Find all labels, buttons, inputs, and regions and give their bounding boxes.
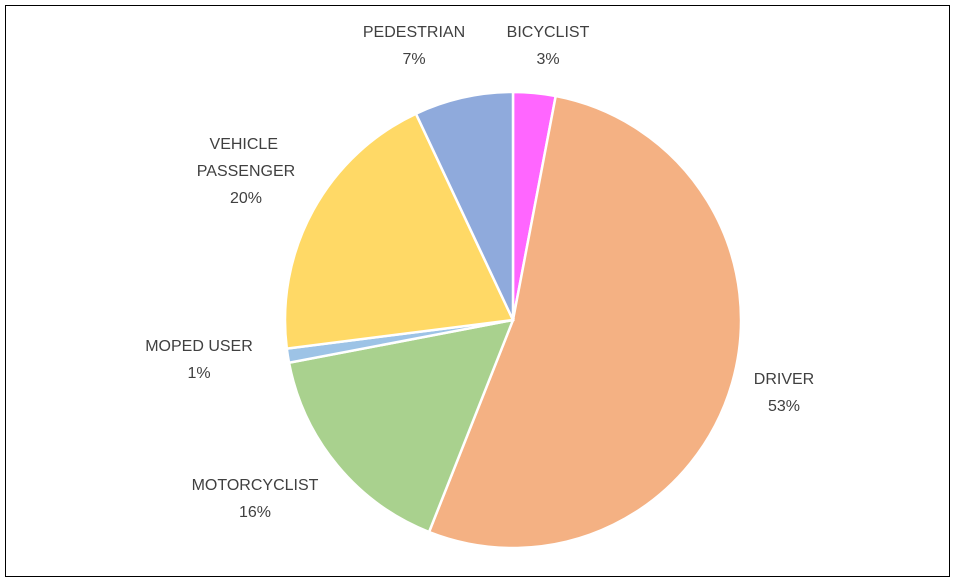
category-label: DRIVER bbox=[754, 371, 814, 388]
value-label: 1% bbox=[187, 365, 210, 382]
pie-slice bbox=[283, 112, 515, 350]
value-label: 53% bbox=[768, 398, 800, 415]
category-label: PEDESTRIAN bbox=[363, 24, 465, 41]
category-label: MOTORCYCLIST bbox=[192, 477, 319, 494]
pie-slice bbox=[287, 318, 515, 534]
pie-slice bbox=[414, 90, 515, 321]
value-label: 7% bbox=[402, 51, 425, 68]
value-label: 3% bbox=[536, 51, 559, 68]
category-label: VEHICLE PASSENGER bbox=[197, 136, 295, 180]
category-label: BICYCLIST bbox=[507, 24, 590, 41]
value-label: 16% bbox=[239, 504, 271, 521]
category-label: MOPED USER bbox=[145, 338, 253, 355]
pie-slice bbox=[427, 94, 743, 550]
value-label: 20% bbox=[230, 190, 262, 207]
